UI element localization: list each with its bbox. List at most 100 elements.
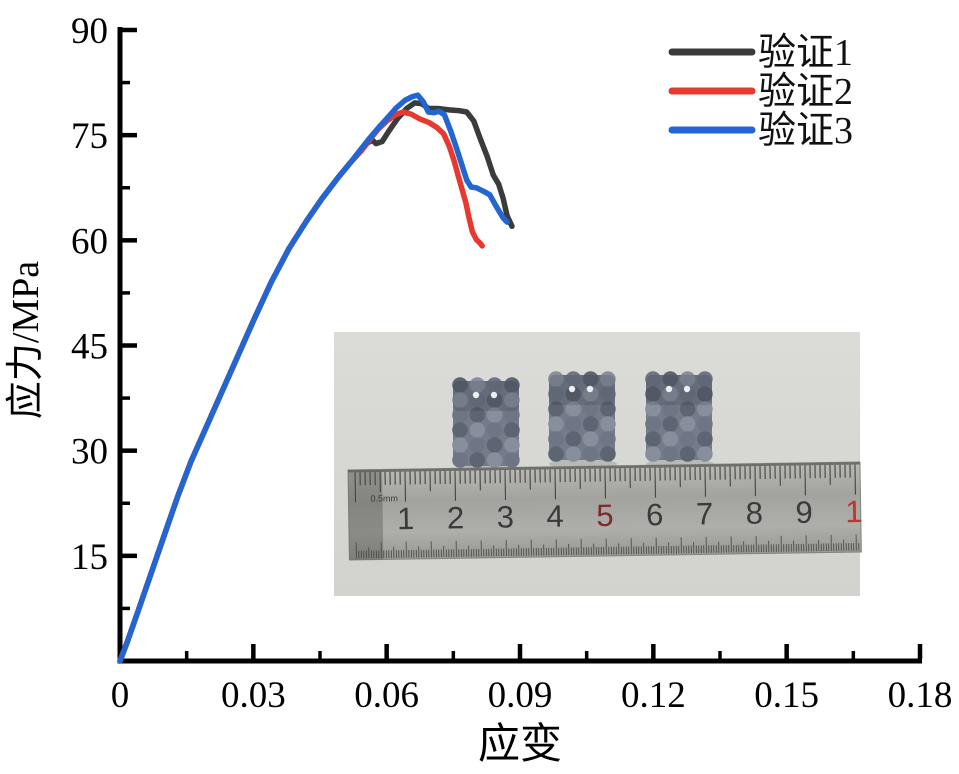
- lattice-node: [697, 371, 713, 387]
- y-axis-title: 应力/MPa: [5, 261, 47, 419]
- lattice-node: [582, 401, 599, 417]
- specimen-hole: [586, 385, 594, 393]
- lattice-node: [679, 416, 696, 432]
- lattice-node: [469, 437, 486, 453]
- lattice-node: [548, 416, 564, 432]
- x-tick-label: 0.18: [888, 675, 953, 716]
- ruler-number: 4: [546, 499, 564, 534]
- ruler-number: 1: [397, 501, 415, 536]
- lattice-node: [582, 416, 599, 432]
- steel-ruler: 1 2 3 4 5 6 7 8 9 10.5mm: [347, 461, 863, 561]
- y-tick-label: 60: [71, 221, 108, 262]
- lattice-node: [486, 452, 503, 468]
- specimen-hole: [683, 385, 691, 393]
- ruler-top-edge: [348, 461, 860, 473]
- y-tick-label: 45: [71, 327, 108, 368]
- lattice-node: [697, 446, 713, 462]
- lattice-node: [565, 431, 582, 447]
- ruler-body: [347, 461, 862, 561]
- ruler-number: 6: [646, 497, 664, 532]
- ruler-end-cap: [348, 469, 384, 560]
- lattice-node: [645, 371, 661, 387]
- ruler-number: 5: [596, 498, 614, 533]
- lattice-node: [486, 377, 503, 393]
- lattice-node: [582, 446, 599, 462]
- lattice-node: [548, 431, 564, 447]
- specimen-hole: [472, 391, 480, 399]
- lattice-node: [662, 416, 679, 432]
- legend-label-2: 验证2: [758, 71, 853, 113]
- ruler-number: 1: [845, 494, 863, 529]
- lattice-node: [600, 446, 616, 462]
- lattice-node: [469, 407, 486, 423]
- lattice-node: [697, 401, 713, 417]
- lattice-node: [504, 452, 520, 468]
- lattice-node: [600, 371, 616, 387]
- lattice-node: [582, 431, 599, 447]
- data-series: [117, 92, 515, 664]
- lattice-node: [469, 452, 486, 468]
- lattice-node: [486, 437, 503, 453]
- lattice-node: [600, 401, 616, 417]
- x-axis-title: 应变: [478, 721, 562, 768]
- specimen-top-shade: [453, 381, 519, 411]
- lattice-node: [600, 386, 616, 402]
- lattice-node: [697, 416, 713, 432]
- lattice-node: [679, 386, 696, 402]
- ruler-scale-label: 0.5mm: [370, 493, 398, 503]
- series-line-3: [117, 92, 510, 664]
- ruler-number: 8: [745, 495, 763, 530]
- lattice-node: [645, 431, 661, 447]
- lattice-node: [469, 377, 486, 393]
- x-tick-label: 0: [111, 675, 130, 716]
- lattice-node: [486, 407, 503, 423]
- lattice-node: [486, 392, 503, 408]
- specimen-top-shade: [646, 375, 712, 405]
- ruler-mm-ticks: [354, 464, 856, 503]
- lattice-node: [548, 371, 564, 387]
- x-tick-label: 0.09: [488, 675, 553, 716]
- lattice-node: [600, 416, 616, 432]
- lattice-node: [697, 386, 713, 402]
- lattice-node: [679, 371, 696, 387]
- x-tick-label: 0.06: [354, 675, 419, 716]
- lattice-node: [600, 431, 616, 447]
- legend-label-3: 验证3: [758, 110, 853, 152]
- lattice-node: [504, 377, 520, 393]
- lattice-node: [504, 422, 520, 438]
- x-tick-label: 0.15: [754, 675, 819, 716]
- specimen-hole: [490, 391, 498, 399]
- x-tick-label: 0.12: [621, 675, 686, 716]
- lattice-node: [548, 401, 564, 417]
- ruler-number: 9: [795, 495, 813, 530]
- ruler-number: 7: [696, 496, 714, 531]
- y-tick-label: 30: [71, 432, 108, 473]
- lattice-node: [548, 386, 564, 402]
- lattice-specimen: [548, 371, 617, 469]
- lattice-node: [504, 407, 520, 423]
- lattice-specimen: [645, 371, 714, 469]
- lattice-node: [645, 416, 661, 432]
- lattice-node: [452, 392, 468, 408]
- specimen-body: [453, 381, 519, 466]
- specimen-hole: [568, 385, 576, 393]
- ruler-number: 3: [496, 499, 514, 534]
- lattice-node: [679, 401, 696, 417]
- lattice-node: [565, 416, 582, 432]
- lattice-node: [565, 371, 582, 387]
- legend-label-1: 验证1: [758, 32, 853, 74]
- lattice-node: [679, 431, 696, 447]
- lattice-node: [662, 401, 679, 417]
- lattice-node: [662, 446, 679, 462]
- inset-photo: 1 2 3 4 5 6 7 8 9 10.5mm: [334, 332, 863, 596]
- lattice-node: [662, 431, 679, 447]
- lattice-node: [565, 401, 582, 417]
- x-tick-label: 0.03: [221, 675, 286, 716]
- lattice-node: [565, 446, 582, 462]
- lattice-node: [452, 407, 468, 423]
- lattice-specimen: [452, 377, 521, 475]
- lattice-node: [662, 371, 679, 387]
